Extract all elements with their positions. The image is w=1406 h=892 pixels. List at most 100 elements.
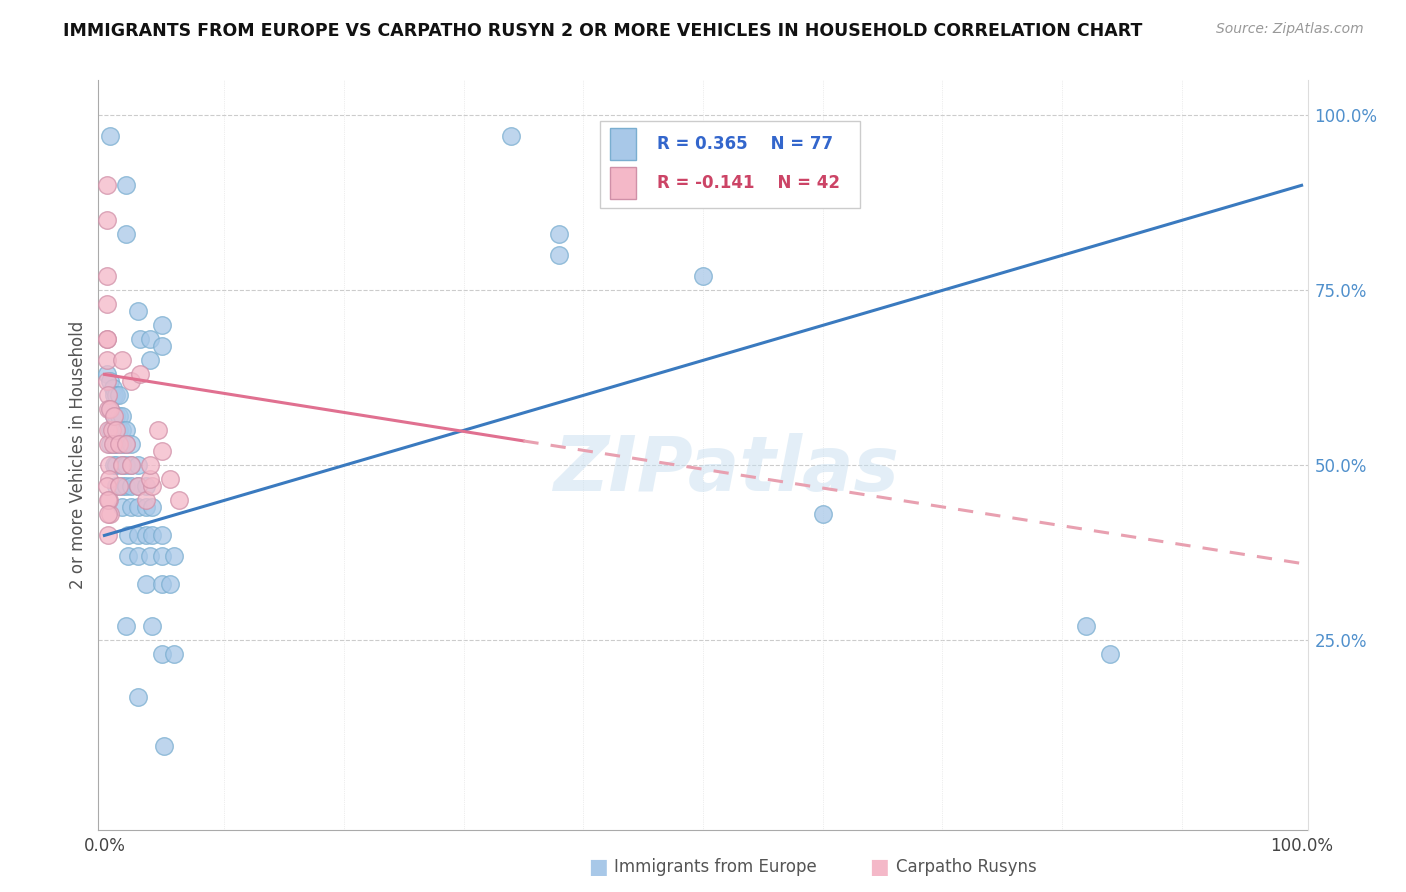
Point xyxy=(98,472,121,486)
Point xyxy=(103,424,125,438)
Point xyxy=(111,424,134,438)
Point xyxy=(96,269,118,284)
Point xyxy=(96,368,118,382)
Point xyxy=(100,508,122,522)
Point xyxy=(150,528,173,542)
Point xyxy=(1074,619,1097,633)
Point xyxy=(111,458,134,473)
Point xyxy=(115,479,138,493)
Point xyxy=(811,508,834,522)
Point xyxy=(97,388,120,402)
Point xyxy=(135,479,157,493)
Point xyxy=(103,458,125,473)
Point xyxy=(127,304,149,318)
Point xyxy=(120,500,142,515)
Point xyxy=(101,437,124,451)
Point xyxy=(111,500,134,515)
Point xyxy=(117,549,139,564)
Point xyxy=(163,648,186,662)
Point xyxy=(107,409,129,424)
Point xyxy=(150,577,173,591)
Point xyxy=(96,353,118,368)
Point xyxy=(129,332,152,346)
Point xyxy=(135,528,157,542)
Text: ■: ■ xyxy=(588,857,607,877)
Point xyxy=(96,375,118,389)
Point xyxy=(163,549,186,564)
Point xyxy=(97,493,120,508)
Point xyxy=(150,339,173,353)
Point xyxy=(115,178,138,193)
Point xyxy=(107,388,129,402)
Point xyxy=(548,248,571,262)
Point xyxy=(139,332,162,346)
Point xyxy=(107,479,129,493)
FancyBboxPatch shape xyxy=(610,167,637,199)
Point xyxy=(100,375,122,389)
Point xyxy=(129,368,152,382)
Point xyxy=(100,402,122,417)
Point xyxy=(100,424,122,438)
Point xyxy=(127,479,149,493)
Point xyxy=(100,437,122,451)
Point xyxy=(150,444,173,458)
Point xyxy=(96,178,118,193)
Point xyxy=(120,458,142,473)
Point xyxy=(115,424,138,438)
Point xyxy=(111,437,134,451)
Point xyxy=(96,332,118,346)
Point xyxy=(127,690,149,704)
Point xyxy=(101,381,124,395)
Point xyxy=(96,332,118,346)
Point xyxy=(107,437,129,451)
Point xyxy=(135,500,157,515)
Point xyxy=(127,458,149,473)
Point xyxy=(105,479,128,493)
Point xyxy=(127,549,149,564)
Point xyxy=(115,437,138,451)
Point xyxy=(127,500,149,515)
Point xyxy=(501,129,523,144)
Point xyxy=(96,213,118,227)
Point xyxy=(117,528,139,542)
Point xyxy=(150,318,173,333)
Point xyxy=(115,227,138,242)
Point xyxy=(107,424,129,438)
Point xyxy=(120,437,142,451)
Point xyxy=(100,424,122,438)
Point xyxy=(159,577,181,591)
Point xyxy=(105,388,128,402)
FancyBboxPatch shape xyxy=(610,128,637,160)
Point xyxy=(103,388,125,402)
Text: ZIPatlas: ZIPatlas xyxy=(554,433,900,507)
Point xyxy=(97,437,120,451)
Point xyxy=(96,479,118,493)
Point xyxy=(141,619,163,633)
Point xyxy=(105,424,128,438)
Text: Source: ZipAtlas.com: Source: ZipAtlas.com xyxy=(1216,22,1364,37)
Point xyxy=(135,493,157,508)
Point xyxy=(103,409,125,424)
Point xyxy=(100,402,122,417)
Point xyxy=(105,424,128,438)
Text: ■: ■ xyxy=(869,857,889,877)
Point xyxy=(111,353,134,368)
Point xyxy=(120,458,142,473)
Text: R = 0.365    N = 77: R = 0.365 N = 77 xyxy=(657,135,834,153)
Point xyxy=(111,479,134,493)
Point xyxy=(150,549,173,564)
Point xyxy=(548,227,571,242)
Point xyxy=(97,424,120,438)
Point xyxy=(141,528,163,542)
Point xyxy=(692,269,714,284)
Point xyxy=(103,409,125,424)
Point xyxy=(120,375,142,389)
Point xyxy=(105,437,128,451)
Point xyxy=(105,458,128,473)
Point xyxy=(96,297,118,311)
Point xyxy=(139,549,162,564)
Point xyxy=(159,472,181,486)
Point xyxy=(103,437,125,451)
Text: R = -0.141    N = 42: R = -0.141 N = 42 xyxy=(657,174,839,192)
Point xyxy=(115,437,138,451)
